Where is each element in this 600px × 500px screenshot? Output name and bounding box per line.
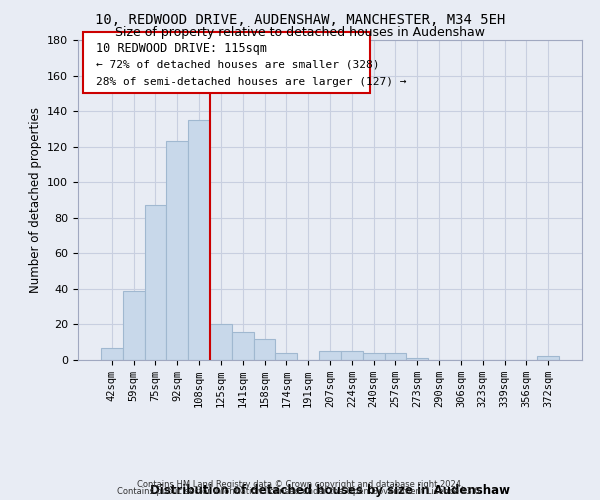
X-axis label: Distribution of detached houses by size in Audenshaw: Distribution of detached houses by size … [150, 484, 510, 496]
Bar [406, 358, 428, 360]
Text: 10 REDWOOD DRIVE: 115sqm: 10 REDWOOD DRIVE: 115sqm [95, 42, 266, 54]
Bar [123, 290, 145, 360]
Bar [232, 332, 254, 360]
Bar [341, 351, 363, 360]
Bar [101, 348, 123, 360]
Text: ← 72% of detached houses are smaller (328): ← 72% of detached houses are smaller (32… [95, 59, 379, 69]
Bar [275, 353, 297, 360]
Text: Size of property relative to detached houses in Audenshaw: Size of property relative to detached ho… [115, 26, 485, 39]
Bar [145, 206, 166, 360]
Y-axis label: Number of detached properties: Number of detached properties [29, 107, 41, 293]
Text: 10, REDWOOD DRIVE, AUDENSHAW, MANCHESTER, M34 5EH: 10, REDWOOD DRIVE, AUDENSHAW, MANCHESTER… [95, 12, 505, 26]
Bar [363, 353, 385, 360]
Bar [188, 120, 210, 360]
Bar [537, 356, 559, 360]
Text: Contains HM Land Registry data © Crown copyright and database right 2024.: Contains HM Land Registry data © Crown c… [137, 480, 463, 489]
Bar [254, 338, 275, 360]
Bar [319, 351, 341, 360]
Bar [166, 142, 188, 360]
Text: Contains public sector information licensed under the Open Government Licence v3: Contains public sector information licen… [118, 487, 482, 496]
Bar [385, 353, 406, 360]
FancyBboxPatch shape [83, 32, 370, 93]
Bar [210, 324, 232, 360]
Text: 28% of semi-detached houses are larger (127) →: 28% of semi-detached houses are larger (… [95, 77, 406, 87]
